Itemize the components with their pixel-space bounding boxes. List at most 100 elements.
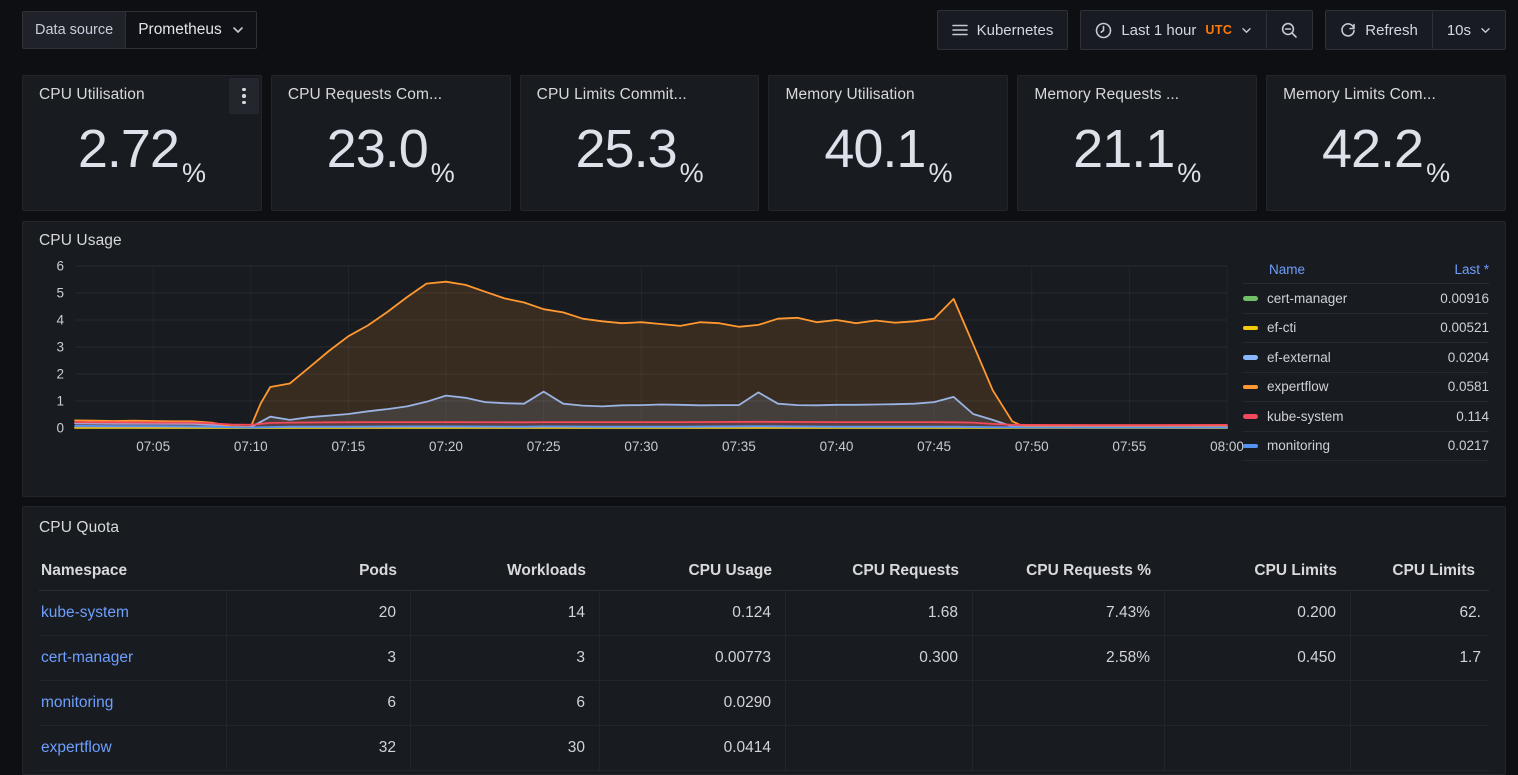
stat-panel-header: Memory Utilisation <box>785 86 991 104</box>
kebab-menu-icon <box>242 100 246 105</box>
cpu-usage-chart[interactable]: 0 1 2 3 4 5 6 07:05 07:10 07:15 07:20 07:25 07:30 07:… <box>39 256 1244 462</box>
refresh-interval-dropdown[interactable]: 10s <box>1431 11 1505 49</box>
quota-cell <box>1165 726 1351 771</box>
quota-column-header[interactable]: CPU Requests <box>786 551 973 591</box>
legend-series-name[interactable]: ef-cti <box>1267 320 1297 336</box>
quota-cell <box>973 681 1165 726</box>
stat-panel-header: CPU Utilisation <box>39 86 245 104</box>
quota-cell <box>1351 681 1489 726</box>
quota-cell: 14 <box>411 591 600 636</box>
panel-title[interactable]: CPU Utilisation <box>39 86 145 103</box>
quota-cell <box>786 681 973 726</box>
panel-menu-button[interactable] <box>228 78 259 114</box>
legend-row[interactable]: expertflow 0.0581 <box>1243 373 1489 402</box>
quota-cell: 0.00773 <box>600 636 786 681</box>
stat-value-wrap: 42.2% <box>1283 104 1489 200</box>
legend-series-swatch <box>1243 325 1258 330</box>
toolbar-right-group: Kubernetes Last 1 hour UTC Refresh <box>936 10 1506 50</box>
quota-column-header[interactable]: Pods <box>227 551 411 591</box>
legend-name-header[interactable]: Name <box>1269 262 1306 277</box>
legend-row[interactable]: ef-external 0.0204 <box>1243 343 1489 373</box>
quota-cell: 0.450 <box>1165 636 1351 681</box>
zoom-out-icon <box>1282 22 1298 38</box>
legend-series-swatch <box>1243 414 1258 419</box>
time-range-button[interactable]: Last 1 hour UTC <box>1081 11 1266 49</box>
quota-cell-namespace: monitoring <box>39 681 227 726</box>
datasource-dropdown[interactable]: Prometheus <box>126 12 256 48</box>
quota-column-header[interactable]: CPU Limits <box>1351 551 1489 591</box>
quota-column-header[interactable]: CPU Usage <box>600 551 786 591</box>
stat-unit: % <box>181 158 206 188</box>
stat-panel: CPU Utilisation 2.72% <box>22 75 262 211</box>
panel-title[interactable]: Memory Requests ... <box>1034 86 1180 103</box>
panel-title[interactable]: Memory Utilisation <box>785 86 915 103</box>
quota-cell-namespace: kube-system <box>39 591 227 636</box>
stat-panel-header: CPU Requests Com... <box>288 86 494 104</box>
stat-unit: % <box>679 158 704 188</box>
stat-panel-header: Memory Requests ... <box>1034 86 1240 104</box>
kubernetes-button[interactable]: Kubernetes <box>936 10 1069 50</box>
panel-title[interactable]: Memory Limits Com... <box>1283 86 1436 103</box>
legend-last-header[interactable]: Last * <box>1454 262 1489 277</box>
legend-row[interactable]: ef-cti 0.00521 <box>1243 314 1489 343</box>
quota-cell-namespace: expertflow <box>39 726 227 771</box>
legend-row[interactable]: cert-manager 0.00916 <box>1243 284 1489 314</box>
series-line-kube-system <box>74 420 1228 426</box>
chevron-down-icon <box>232 27 243 33</box>
legend-series-name[interactable]: kube-system <box>1267 408 1344 424</box>
series-line-ef-external <box>74 390 1228 429</box>
clock-icon <box>1096 22 1112 38</box>
quota-cell <box>1165 681 1351 726</box>
panel-title[interactable]: CPU Usage <box>39 232 122 249</box>
zoom-out-button[interactable] <box>1266 11 1312 49</box>
quota-cell: 7.43% <box>973 591 1165 636</box>
quota-cell: 3 <box>411 636 600 681</box>
x-axis-tick-label: 07:40 <box>820 439 854 454</box>
namespace-link[interactable]: expertflow <box>41 739 112 756</box>
stat-panel: Memory Requests ... 21.1% <box>1017 75 1258 211</box>
panel-title[interactable]: CPU Requests Com... <box>287 86 443 103</box>
stat-value-wrap: 2.72% <box>39 104 245 200</box>
quota-column-header[interactable]: CPU Limits <box>1165 551 1351 591</box>
legend-row[interactable]: kube-system 0.114 <box>1243 402 1489 432</box>
stat-value-wrap: 25.3% <box>537 104 743 200</box>
cpu-usage-plot-area[interactable]: 0 1 2 3 4 5 6 07:05 07:10 07:15 07:20 07:25 07:30 07:… <box>39 256 1244 492</box>
stat-panel-header: CPU Limits Commit... <box>537 86 743 104</box>
y-axis-tick-label: 5 <box>57 286 65 301</box>
cpu-quota-panel: CPU Quota Namespace Pods Workloads CPU Usag… <box>22 506 1506 775</box>
quota-cell: 0.124 <box>600 591 786 636</box>
namespace-link[interactable]: cert-manager <box>41 649 134 666</box>
y-axis-tick-label: 0 <box>57 421 65 436</box>
legend-series-value: 0.0204 <box>1447 349 1489 365</box>
quota-cell: 6 <box>227 681 411 726</box>
legend-series-name[interactable]: monitoring <box>1267 438 1331 454</box>
datasource-label: Data source <box>23 12 127 48</box>
stat-panel: Memory Limits Com... 42.2% <box>1266 75 1506 211</box>
stat-unit: % <box>430 158 455 188</box>
quota-column-header[interactable]: Workloads <box>411 551 600 591</box>
quota-column-header[interactable]: CPU Requests % <box>973 551 1165 591</box>
legend-series-name[interactable]: ef-external <box>1267 349 1331 365</box>
quota-cell: 0.200 <box>1165 591 1351 636</box>
refresh-button[interactable]: Refresh <box>1326 11 1432 49</box>
stat-panel: Memory Utilisation 40.1% <box>768 75 1009 211</box>
cpu-quota-table: Namespace Pods Workloads CPU Usage CPU Reque… <box>39 551 1489 771</box>
panel-title[interactable]: CPU Limits Commit... <box>536 86 687 103</box>
legend-row[interactable]: monitoring 0.0217 <box>1243 432 1489 461</box>
quota-column-header[interactable]: Namespace <box>39 551 227 591</box>
kebab-menu-icon <box>242 94 246 98</box>
x-axis-tick-label: 07:10 <box>234 439 268 454</box>
kubernetes-button-label: Kubernetes <box>976 21 1054 39</box>
x-axis-tick-label: 08:00 <box>1210 439 1244 454</box>
chart-legend: Name Last * cert-manager 0.00916 ef-cti 0.0… <box>1233 256 1489 492</box>
y-axis-tick-label: 2 <box>57 367 65 382</box>
x-axis-tick-label: 07:50 <box>1015 439 1049 454</box>
refresh-interval-value: 10s <box>1446 21 1471 39</box>
legend-series-name[interactable]: expertflow <box>1267 379 1329 395</box>
quota-cell: 62. <box>1351 591 1489 636</box>
legend-series-name[interactable]: cert-manager <box>1267 290 1348 306</box>
namespace-link[interactable]: monitoring <box>41 694 114 711</box>
panel-title[interactable]: CPU Quota <box>39 519 120 536</box>
namespace-link[interactable]: kube-system <box>41 604 129 621</box>
